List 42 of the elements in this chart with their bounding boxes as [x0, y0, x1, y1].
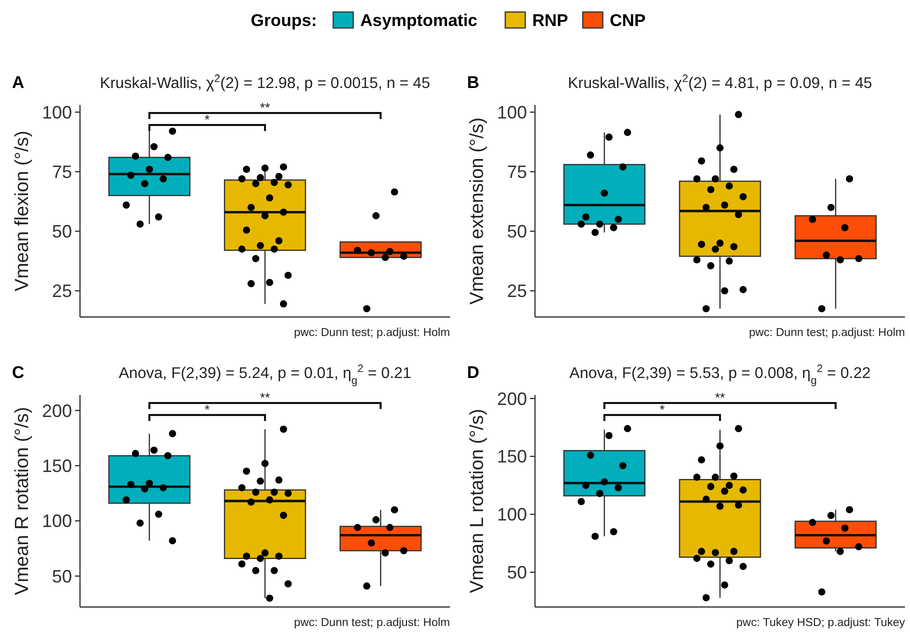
y-tick-label: 50	[52, 566, 72, 586]
y-tick-label: 50	[52, 222, 72, 242]
text: D	[467, 363, 480, 382]
text: pwc: Dunn test; p.adjust: Holm	[294, 327, 450, 339]
y-axis-title: Vmean flexion (°/s)	[12, 130, 33, 292]
annotation: *	[204, 112, 210, 127]
chart-title: Anova, F(2,39) = 5.24, p = 0.01, η$_{g}$$^{2}$ = 0.21	[118, 363, 412, 387]
text: pwc: Dunn test; p.adjust: Holm	[294, 617, 450, 629]
annotation: **	[260, 100, 270, 115]
y-tick-label: 100	[496, 504, 527, 525]
legend-label: Asymptomatic	[360, 10, 478, 30]
text: C	[12, 363, 24, 382]
y-tick-label: 100	[42, 102, 72, 122]
chart-title: Kruskal-Wallis, χ$^{2}$(2) = 4.81, p = 0.09, n = 45	[568, 73, 872, 92]
annotation: **	[714, 390, 726, 405]
text: pwc: Dunn test; p.adjust: Holm	[749, 327, 905, 339]
annotation: **	[260, 390, 270, 405]
y-tick-label: 75	[52, 162, 72, 182]
text: pwc: Tukey HSD; p.adjust: Tukey	[736, 617, 906, 629]
y-tick-label: 200	[42, 400, 72, 421]
y-tick-label: 50	[506, 562, 527, 583]
text: A	[12, 73, 24, 92]
annotation: *	[660, 402, 665, 417]
y-tick-label: 200	[496, 388, 527, 409]
y-axis-title: Vmean R rotation (°/s)	[12, 406, 33, 596]
y-tick-label: 75	[506, 162, 527, 182]
chart-title: Anova, F(2,39) = 5.53, p = 0.008, η$_{g}$$^{2}$ = 0.22	[569, 363, 871, 387]
legend-label: CNP	[610, 10, 646, 30]
y-tick-label: 50	[506, 222, 527, 242]
y-tick-label: 150	[496, 446, 527, 467]
y-tick-label: 150	[42, 456, 72, 476]
y-tick-label: 100	[42, 511, 72, 532]
text: B	[467, 73, 480, 92]
y-tick-label: 25	[506, 281, 527, 302]
annotation: *	[204, 402, 210, 417]
y-tick-label: 25	[52, 281, 72, 302]
legend-label: RNP	[532, 10, 568, 30]
y-axis-title: Vmean L rotation (°/s)	[467, 408, 488, 594]
y-axis-title: Vmean extension (°/s)	[467, 117, 488, 305]
chart-title: Kruskal-Wallis, χ$^{2}$(2) = 12.98, p = 0.0015, n = 45	[100, 73, 430, 92]
legend-title: Groups:	[250, 10, 317, 30]
y-tick-label: 100	[496, 102, 527, 122]
